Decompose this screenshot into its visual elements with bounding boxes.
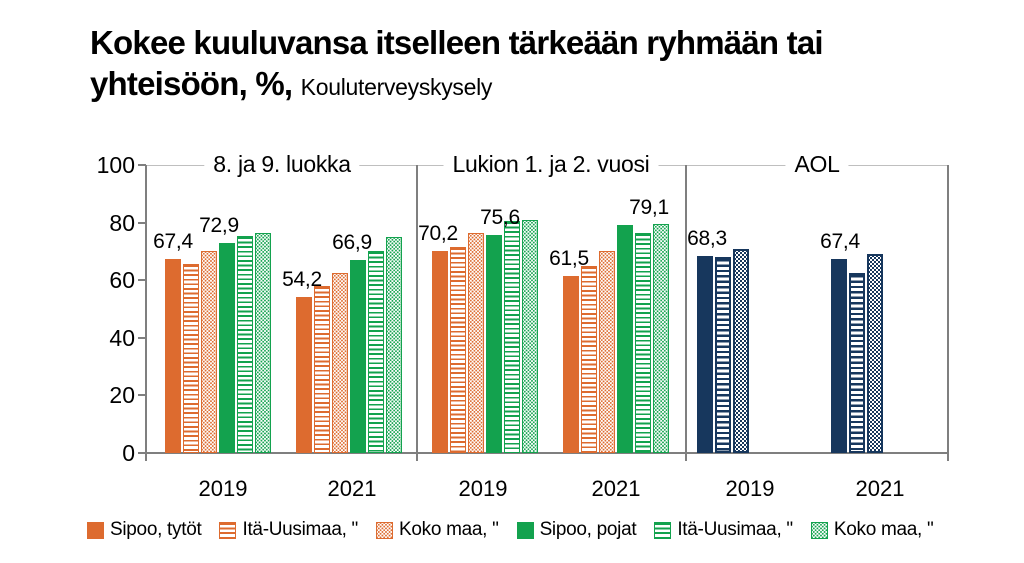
bar-it-uusimaa bbox=[715, 257, 731, 453]
x-axis-year-label: 2021 bbox=[855, 476, 905, 501]
chart-title-line2-text: yhteisöön, %, bbox=[90, 65, 293, 102]
y-tick-label: 20 bbox=[109, 382, 135, 409]
legend: Sipoo, tytöt Itä-Uusimaa, " Koko maa, " Sip… bbox=[87, 519, 934, 541]
bar-value-label: 67,4 bbox=[820, 229, 860, 253]
chart-subtitle: Kouluterveyskysely bbox=[300, 74, 493, 100]
bar-cluster bbox=[296, 237, 402, 453]
x-axis-year-label: 2019 bbox=[198, 476, 248, 501]
bar-value-label: 72,9 bbox=[199, 214, 239, 238]
bar-value-label: 67,4 bbox=[153, 229, 193, 253]
bar-it-uusimaa- bbox=[450, 247, 466, 453]
y-tick-label: 40 bbox=[109, 324, 135, 351]
x-axis-year-label: 2021 bbox=[327, 476, 377, 501]
bar-it-uusimaa- bbox=[504, 221, 520, 453]
bar-sipoo-tyt-t bbox=[563, 275, 579, 453]
bar-koko-maa- bbox=[201, 251, 217, 453]
y-tick-label: 80 bbox=[109, 209, 135, 236]
bar-cluster bbox=[563, 224, 669, 453]
x-axis-year-label: 2019 bbox=[458, 476, 508, 501]
x-axis-year-label: 2021 bbox=[591, 476, 641, 501]
bar-it-uusimaa- bbox=[314, 286, 330, 453]
x-axis-year-label: 2019 bbox=[725, 476, 775, 501]
panel-divider bbox=[416, 165, 418, 461]
bar-value-label: 54,2 bbox=[282, 267, 322, 291]
chart-title-line2: yhteisöön, %, Kouluterveyskysely bbox=[90, 63, 990, 108]
bar-koko-maa- bbox=[522, 219, 538, 453]
y-tick-label: 60 bbox=[109, 267, 135, 294]
bar-sipoo-tyt-t bbox=[296, 296, 312, 453]
panel-divider bbox=[947, 165, 949, 461]
bar-koko-maa- bbox=[599, 251, 615, 453]
legend-swatch-dots bbox=[376, 521, 393, 539]
chart-title-line1: Kokee kuuluvansa itselleen tärkeään ryhm… bbox=[90, 24, 824, 61]
legend-label: Koko maa, " bbox=[399, 519, 499, 540]
legend-swatch-lines bbox=[654, 521, 672, 539]
y-axis-tick bbox=[138, 452, 146, 454]
panel-divider bbox=[685, 165, 687, 461]
bar-sipoo bbox=[831, 258, 847, 453]
bar-it-uusimaa bbox=[849, 273, 865, 453]
bar-koko-maa- bbox=[255, 232, 271, 453]
y-tick-label: 100 bbox=[96, 152, 135, 178]
y-axis-tick bbox=[138, 164, 146, 166]
legend-swatch-dots bbox=[810, 521, 828, 539]
legend-label: Sipoo, pojat bbox=[539, 519, 637, 540]
panel-title: Lukion 1. ja 2. vuosi bbox=[443, 151, 659, 178]
panel-title: AOL bbox=[785, 151, 849, 178]
legend-item: Itä-Uusimaa, " bbox=[219, 519, 358, 541]
bar-koko-maa bbox=[733, 248, 749, 453]
bar-koko-maa- bbox=[386, 237, 402, 453]
bar-value-label: 66,9 bbox=[332, 231, 372, 255]
y-tick-label: 0 bbox=[122, 440, 135, 466]
y-axis-tick bbox=[138, 336, 146, 339]
bar-sipoo-pojat bbox=[350, 260, 366, 453]
bar-sipoo-pojat bbox=[219, 243, 235, 453]
bar-cluster bbox=[432, 219, 538, 453]
bar-value-label: 79,1 bbox=[629, 196, 669, 220]
legend-swatch-lines bbox=[219, 521, 237, 539]
chart-title-block: Kokee kuuluvansa itselleen tärkeään ryhm… bbox=[90, 22, 990, 108]
legend-item: Sipoo, pojat bbox=[516, 519, 637, 541]
bar-koko-maa- bbox=[653, 224, 669, 453]
bar-it-uusimaa- bbox=[237, 235, 253, 453]
bar-cluster bbox=[697, 248, 749, 453]
bar-sipoo-tyt-t bbox=[165, 258, 181, 453]
y-axis-line bbox=[145, 165, 147, 461]
bar-cluster bbox=[831, 254, 883, 453]
plot-area: 0 20 40 60 80 100 8. ja 9. luokka 67,4 72,9 2019 5… bbox=[97, 151, 949, 501]
bar-sipoo-pojat bbox=[617, 225, 633, 453]
legend-label: Koko maa, " bbox=[833, 519, 934, 540]
bar-cluster bbox=[165, 232, 271, 453]
bar-sipoo-pojat bbox=[486, 235, 502, 453]
bar-it-uusimaa- bbox=[183, 264, 199, 453]
bar-it-uusimaa- bbox=[635, 232, 651, 453]
legend-swatch-solid bbox=[87, 521, 104, 539]
bar-koko-maa- bbox=[332, 273, 348, 453]
legend-swatch-solid bbox=[516, 521, 534, 539]
y-axis-tick bbox=[138, 221, 146, 224]
x-axis-line bbox=[146, 452, 949, 454]
legend-item: Koko maa, " bbox=[376, 519, 499, 541]
legend-label: Sipoo, tytöt bbox=[110, 519, 202, 540]
legend-item: Itä-Uusimaa, " bbox=[654, 519, 793, 541]
bar-value-label: 68,3 bbox=[687, 227, 727, 251]
bar-it-uusimaa- bbox=[581, 265, 597, 453]
legend-label: Itä-Uusimaa, " bbox=[242, 519, 358, 540]
y-axis-tick bbox=[138, 279, 146, 282]
bar-value-label: 61,5 bbox=[549, 246, 589, 270]
legend-label: Itä-Uusimaa, " bbox=[677, 519, 793, 540]
bar-koko-maa- bbox=[468, 232, 484, 453]
bar-sipoo bbox=[697, 256, 713, 453]
bar-koko-maa bbox=[867, 254, 883, 453]
legend-item: Sipoo, tytöt bbox=[87, 519, 202, 541]
bar-value-label: 70,2 bbox=[418, 221, 458, 245]
y-axis-tick bbox=[138, 394, 146, 397]
legend-item: Koko maa, " bbox=[810, 519, 934, 541]
panel-title: 8. ja 9. luokka bbox=[204, 151, 360, 178]
bar-value-label: 75,6 bbox=[480, 206, 520, 230]
bar-sipoo-tyt-t bbox=[432, 250, 448, 453]
bar-it-uusimaa- bbox=[368, 251, 384, 453]
